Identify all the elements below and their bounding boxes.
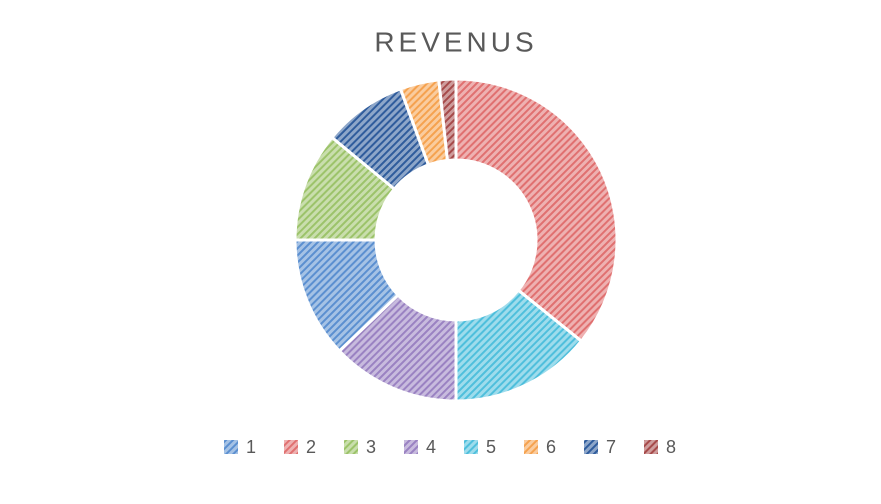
slice [454,77,619,344]
legend-label: 2 [306,437,316,457]
legend-swatch [524,440,538,454]
slice [437,77,458,163]
legend-label: 5 [486,437,496,457]
legend-swatch [224,440,238,454]
chart-title: REVENUS [374,26,537,57]
legend-swatch [284,440,298,454]
legend-label: 4 [426,437,436,457]
legend-label: 8 [666,437,676,457]
legend-label: 3 [366,437,376,457]
legend-label: 6 [546,437,556,457]
legend-label: 1 [246,437,256,457]
legend-label: 7 [606,437,616,457]
legend-swatch [404,440,418,454]
legend-swatch [644,440,658,454]
legend-swatch [584,440,598,454]
legend-swatch [344,440,358,454]
legend-swatch [464,440,478,454]
